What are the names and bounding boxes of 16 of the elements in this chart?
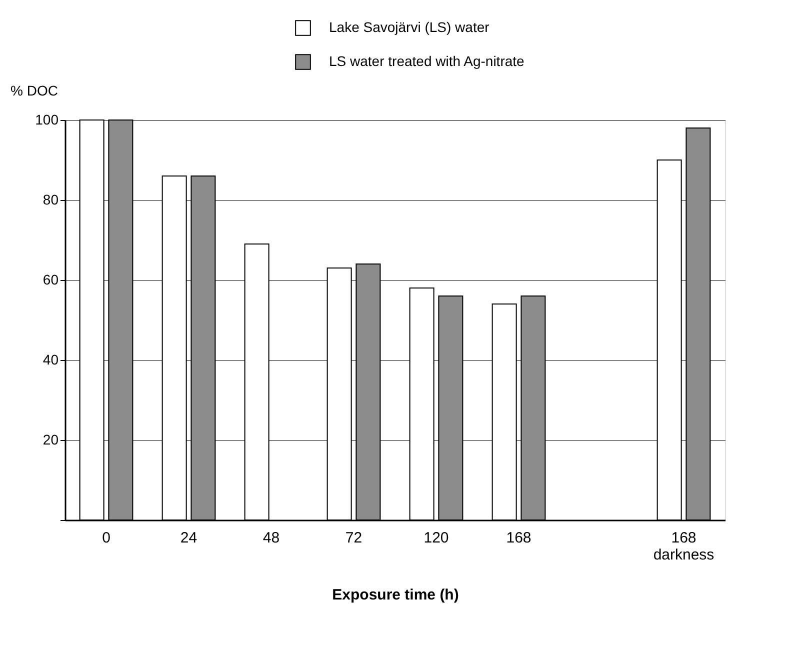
x-tick-label: 168 darkness [653, 530, 714, 564]
x-tick-label: 24 [180, 530, 198, 546]
y-tick-label: 100 [35, 112, 59, 128]
x-axis-title: Exposure time (h) [332, 586, 459, 604]
y-tick-label: 40 [42, 352, 59, 368]
legend-label: Lake Savojärvi (LS) water [329, 19, 490, 35]
x-tick-label: 120 [424, 530, 449, 546]
y-axis-title: % DOC [10, 82, 58, 98]
x-tick-label: 0 [102, 530, 110, 546]
legend-label: LS water treated with Ag-nitrate [329, 53, 525, 69]
x-tick-label: 48 [262, 530, 280, 546]
y-tick-label: 60 [42, 272, 59, 288]
x-tick-label: 72 [345, 530, 362, 546]
y-tick-label: 80 [42, 192, 59, 208]
y-tick-label: 20 [42, 432, 59, 448]
x-tick-label: 168 [506, 530, 532, 546]
